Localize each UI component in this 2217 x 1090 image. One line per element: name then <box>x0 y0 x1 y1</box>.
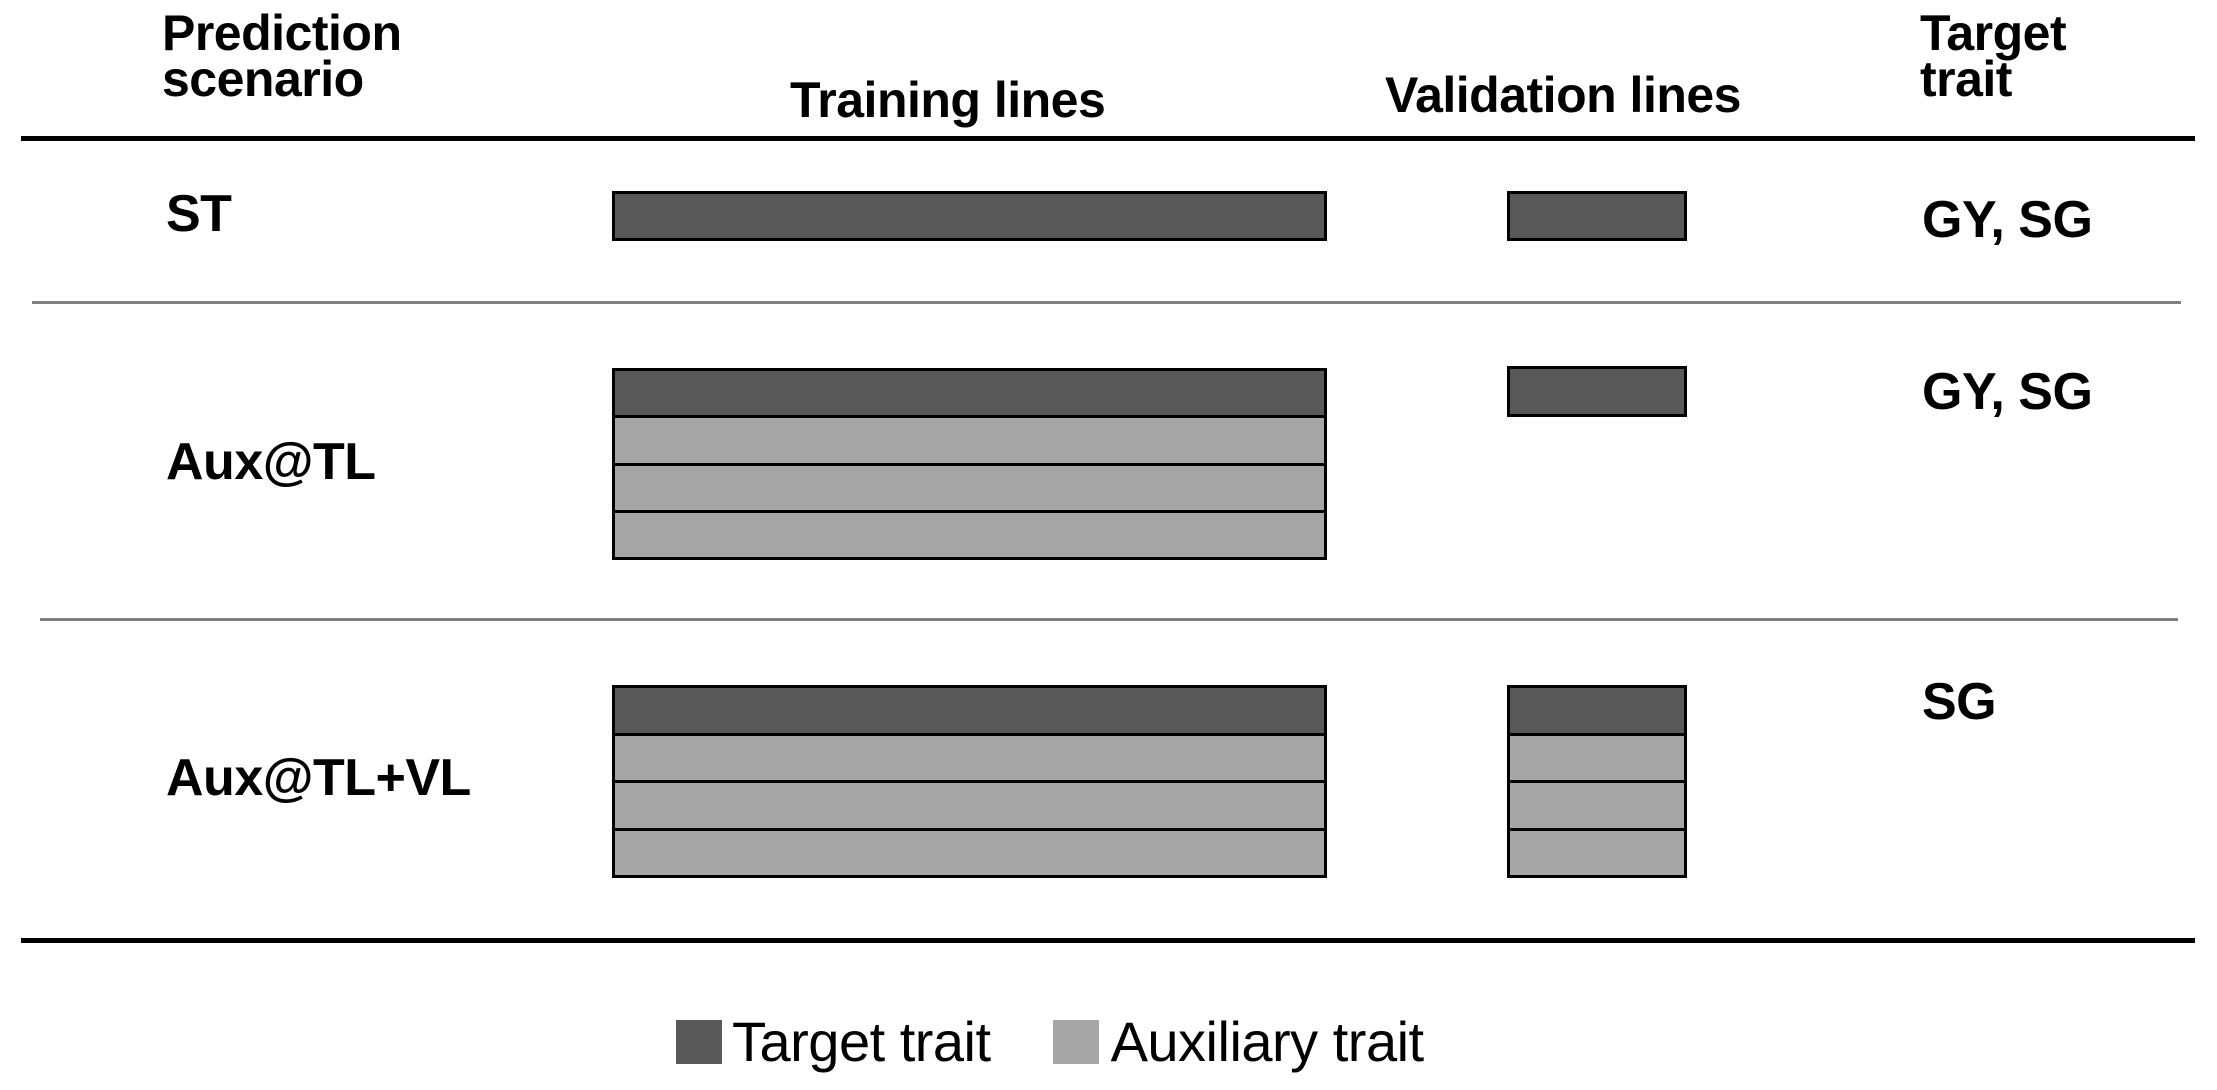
legend-swatch-target <box>676 1020 722 1064</box>
header-scenario: Prediction scenario <box>162 5 402 107</box>
legend-swatch-auxiliary <box>1052 1020 1099 1064</box>
target-trait-st: GY, SG <box>1922 191 2093 249</box>
header-scenario-line1: Prediction <box>162 5 402 61</box>
auxiliary-trait-segment <box>1510 732 1684 780</box>
legend-label-auxiliary: Auxiliary trait <box>1110 1010 1425 1073</box>
legend-label-target: Target trait <box>732 1010 991 1073</box>
header-validation-lines: Validation lines <box>1385 67 1742 123</box>
scenario-label-aux-tl: Aux@TL <box>166 433 376 491</box>
target-trait-segment <box>615 194 1324 238</box>
auxiliary-trait-segment <box>1510 827 1684 875</box>
target-trait-segment <box>615 688 1324 733</box>
auxiliary-trait-segment <box>615 827 1324 875</box>
validation-block-aux-tl <box>1507 366 1687 417</box>
target-trait-segment <box>615 371 1324 416</box>
header-target-line2: trait <box>1920 51 2012 107</box>
header-target-trait: Target trait <box>1920 5 2067 107</box>
scenario-label-aux-tl-vl: Aux@TL+VL <box>166 749 471 807</box>
header-target-line1: Target <box>1920 5 2067 61</box>
training-block-st <box>612 191 1327 241</box>
target-trait-segment <box>1510 194 1684 238</box>
training-block-aux-tl-vl <box>612 685 1327 878</box>
validation-block-aux-tl-vl <box>1507 685 1687 878</box>
auxiliary-trait-segment <box>615 415 1324 463</box>
header-training-lines: Training lines <box>790 72 1106 128</box>
scenario-label-st: ST <box>166 185 232 243</box>
legend: Target trait Auxiliary trait <box>676 1014 1424 1070</box>
auxiliary-trait-segment <box>615 509 1324 557</box>
row-separator-1 <box>32 301 2181 304</box>
auxiliary-trait-segment <box>1510 780 1684 828</box>
target-trait-segment <box>1510 369 1684 414</box>
auxiliary-trait-segment <box>615 462 1324 510</box>
auxiliary-trait-segment <box>615 732 1324 780</box>
target-trait-aux-tl: GY, SG <box>1922 363 2093 421</box>
header-rule <box>21 136 2195 141</box>
bottom-rule <box>21 938 2195 943</box>
target-trait-segment <box>1510 688 1684 733</box>
training-block-aux-tl <box>612 368 1327 560</box>
header-scenario-line2: scenario <box>162 51 364 107</box>
target-trait-aux-tl-vl: SG <box>1922 673 1997 731</box>
validation-block-st <box>1507 191 1687 241</box>
row-separator-2 <box>40 618 2178 621</box>
auxiliary-trait-segment <box>615 780 1324 828</box>
